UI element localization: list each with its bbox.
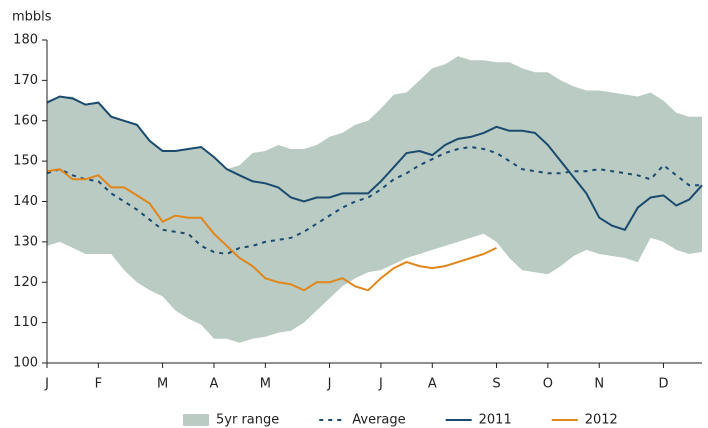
legend-swatch [183, 414, 209, 426]
legend-label: Average [352, 413, 405, 428]
y-tick-label: 120 [13, 275, 38, 290]
x-tick-label: S [492, 377, 500, 392]
y-tick-label: 170 [13, 73, 38, 88]
x-tick-label: F [95, 377, 102, 392]
legend-label: 2011 [479, 413, 512, 428]
y-tick-label: 110 [13, 315, 38, 330]
y-tick-label: 180 [13, 33, 38, 48]
x-tick-label: A [428, 377, 437, 392]
average-line [46, 145, 702, 256]
y-tick-label: 100 [13, 356, 38, 371]
series-line [46, 95, 703, 231]
x-tick-label: M [260, 377, 271, 392]
x-tick-label: J [327, 377, 332, 392]
y-axis-label: mbbls [12, 10, 52, 25]
legend-label: 5yr range [216, 413, 279, 428]
x-tick-label: O [543, 377, 553, 392]
y-tick-label: 150 [13, 154, 38, 169]
x-tick-label: A [210, 377, 219, 392]
y-tick-label: 160 [13, 113, 38, 128]
x-tick-label: D [658, 377, 668, 392]
legend-label: 2012 [585, 413, 618, 428]
y-tick-label: 140 [13, 194, 38, 209]
y-tick-label: 130 [13, 234, 38, 249]
series-line [46, 168, 497, 292]
x-tick-label: M [157, 377, 168, 392]
x-tick-label: N [594, 377, 604, 392]
range-band [47, 56, 702, 343]
x-tick-label: J [44, 377, 49, 392]
x-tick-label: J [378, 377, 383, 392]
